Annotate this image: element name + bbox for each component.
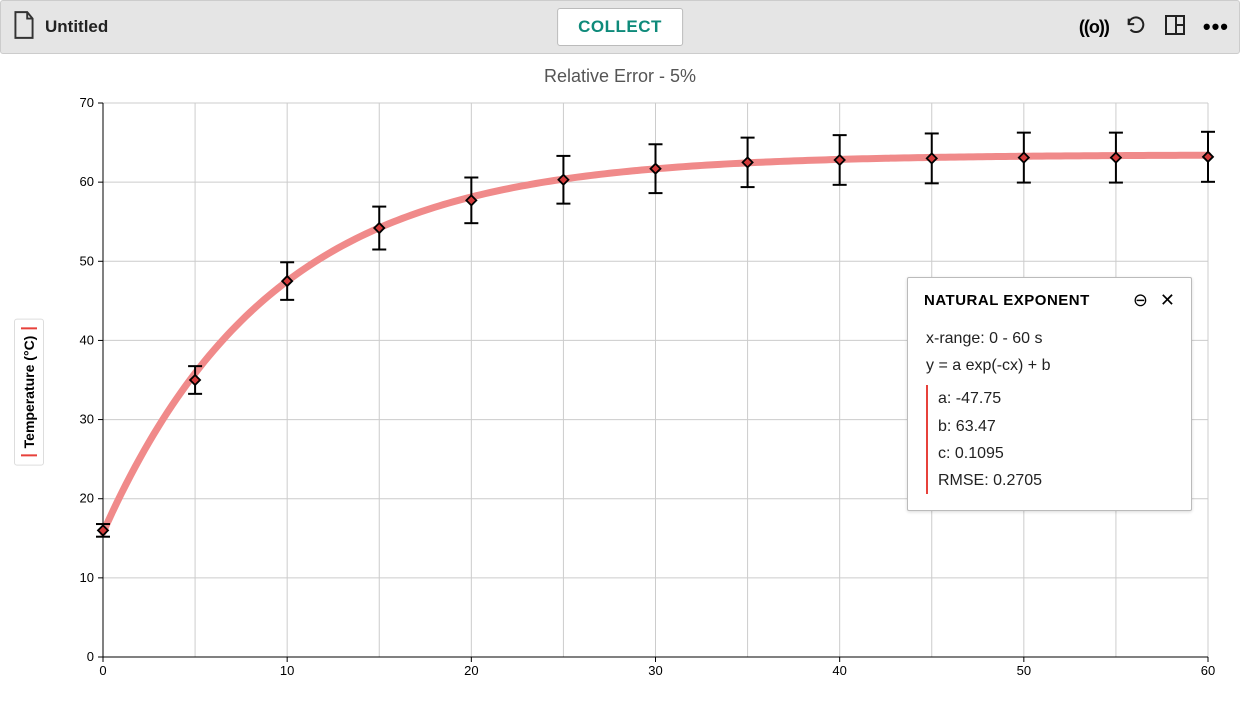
sensor-icon[interactable]: ((o)) [1079, 17, 1109, 38]
svg-text:10: 10 [280, 663, 294, 678]
fit-panel-title: NATURAL EXPONENT [924, 292, 1090, 309]
svg-text:40: 40 [832, 663, 846, 678]
svg-text:0: 0 [87, 649, 94, 664]
chart-subtitle: Relative Error - 5% [0, 66, 1240, 87]
svg-text:50: 50 [1017, 663, 1031, 678]
file-section: Untitled [11, 10, 108, 45]
fit-panel-header: NATURAL EXPONENT ⊖ ✕ [908, 278, 1191, 321]
fit-param-a: a: -47.75 [938, 385, 1173, 412]
file-title[interactable]: Untitled [45, 17, 108, 37]
svg-text:40: 40 [80, 332, 94, 347]
layout-icon[interactable] [1163, 13, 1187, 42]
y-axis-label: Temperature (°C) [21, 328, 37, 457]
toolbar: Untitled COLLECT ((o)) ••• [0, 0, 1240, 54]
fit-param-c: c: 0.1095 [938, 440, 1173, 467]
svg-text:30: 30 [648, 663, 662, 678]
collect-button[interactable]: COLLECT [557, 8, 683, 46]
svg-text:70: 70 [80, 97, 94, 110]
svg-text:60: 60 [1201, 663, 1215, 678]
refresh-icon[interactable] [1125, 14, 1147, 41]
svg-text:20: 20 [80, 491, 94, 506]
svg-text:10: 10 [80, 570, 94, 585]
minimize-icon[interactable]: ⊖ [1133, 290, 1148, 311]
chart-container: Temperature (°C) 0 10 20 30 40 50 60 70 0 10 20 30 4… [18, 97, 1222, 687]
fit-result-panel: NATURAL EXPONENT ⊖ ✕ x-range: 0 - 60 s y… [907, 277, 1192, 511]
fit-param-b: b: 63.47 [938, 413, 1173, 440]
svg-text:20: 20 [464, 663, 478, 678]
toolbar-right-icons: ((o)) ••• [1079, 13, 1229, 42]
close-icon[interactable]: ✕ [1160, 290, 1175, 311]
svg-text:60: 60 [80, 174, 94, 189]
more-icon[interactable]: ••• [1203, 14, 1229, 40]
y-axis-label-box[interactable]: Temperature (°C) [14, 319, 44, 466]
document-icon[interactable] [11, 10, 37, 45]
fit-panel-body: x-range: 0 - 60 s y = a exp(-cx) + b a: … [908, 321, 1191, 510]
fit-rmse: RMSE: 0.2705 [938, 467, 1173, 494]
fit-xrange: x-range: 0 - 60 s [926, 325, 1173, 352]
svg-text:0: 0 [99, 663, 106, 678]
svg-text:30: 30 [80, 412, 94, 427]
fit-equation: y = a exp(-cx) + b [926, 352, 1173, 379]
svg-text:50: 50 [80, 253, 94, 268]
